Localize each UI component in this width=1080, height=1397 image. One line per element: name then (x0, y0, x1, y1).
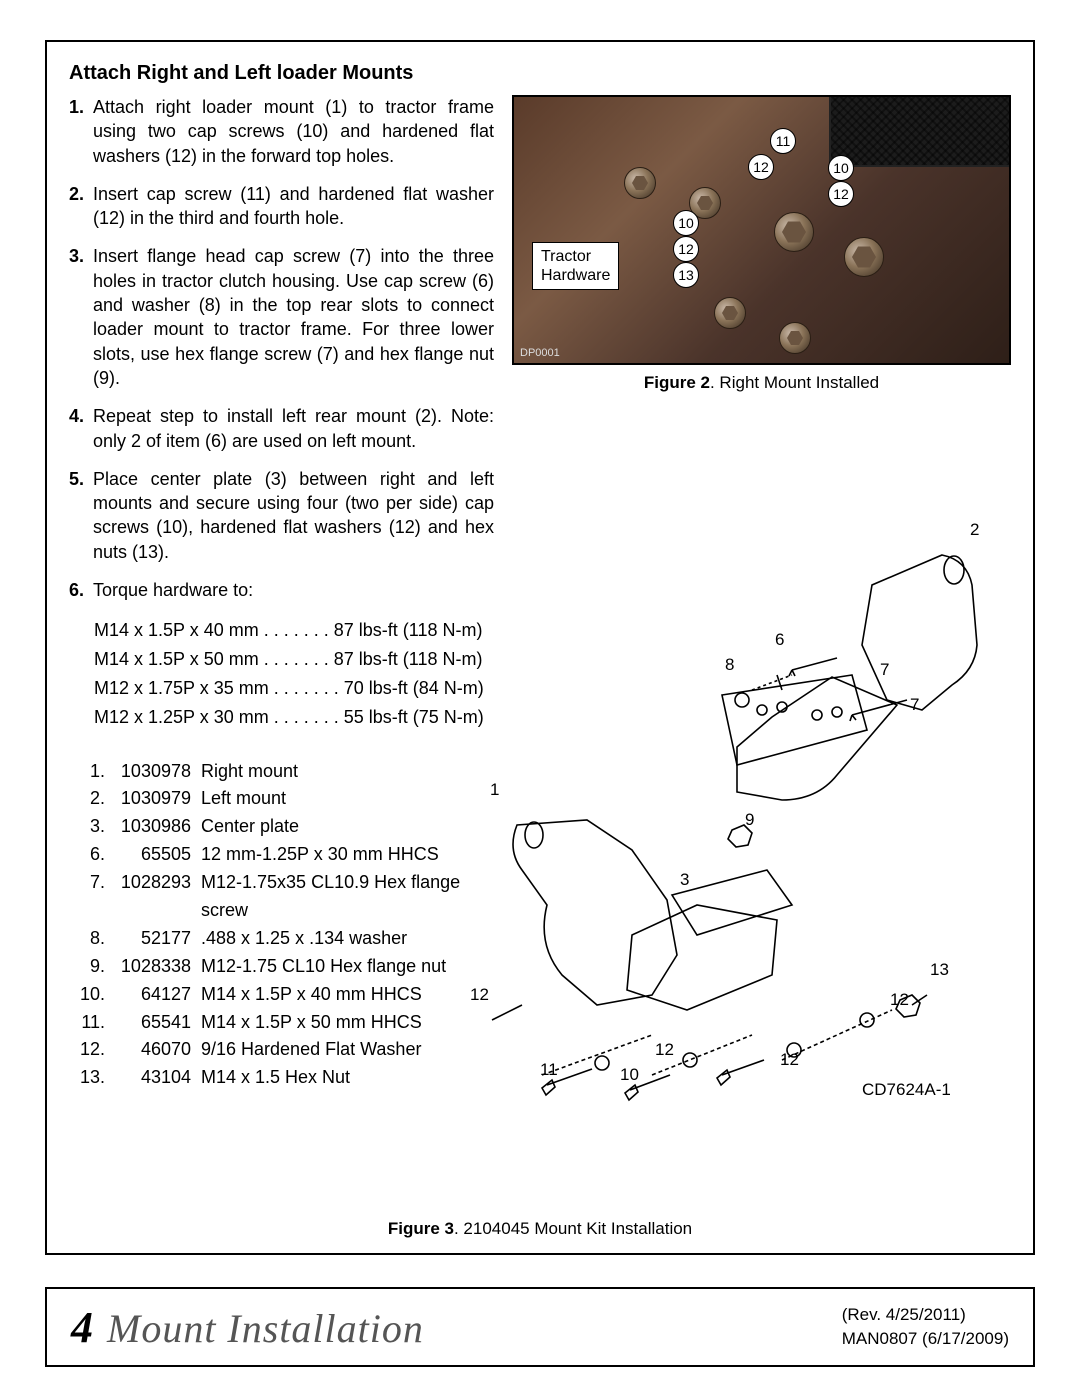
callout-10: 10 (828, 155, 854, 181)
diagram-label-2: 2 (970, 520, 979, 540)
diagram-label-9: 9 (745, 810, 754, 830)
step-number: 3. (69, 244, 93, 390)
figure3-caption: Figure 3. 2104045 Mount Kit Installation (47, 1219, 1033, 1239)
diagram-label-3: 3 (680, 870, 689, 890)
drawing-id: CD7624A-1 (862, 1080, 951, 1099)
step-number: 4. (69, 404, 93, 453)
tractor-hardware-label: Tractor Hardware (532, 242, 619, 290)
step-number: 5. (69, 467, 93, 564)
diagram-label-13: 13 (930, 960, 949, 980)
step-text: Repeat step to install left rear mount (… (93, 404, 494, 453)
callout-12: 12 (828, 181, 854, 207)
right-column: Tractor Hardware DP0001 Figure 2. Right … (512, 95, 1011, 1092)
step-number: 1. (69, 95, 93, 168)
callout-13: 13 (673, 262, 699, 288)
diagram-label-12: 12 (890, 990, 909, 1010)
section-title: Attach Right and Left loader Mounts (69, 62, 1011, 85)
step-text: Insert cap screw (11) and hardened flat … (93, 182, 494, 231)
diagram-label-1: 1 (490, 780, 499, 800)
callout-12: 12 (748, 154, 774, 180)
diagram-label-6: 6 (775, 630, 784, 650)
page-number: 4 (71, 1302, 93, 1353)
photo-tag: DP0001 (520, 347, 560, 359)
diagram-label-10: 10 (620, 1065, 639, 1085)
figure2-caption: Figure 2. Right Mount Installed (512, 373, 1011, 393)
callout-12: 12 (673, 236, 699, 262)
diagram-label-12: 12 (655, 1040, 674, 1060)
diagram-label-12: 12 (780, 1050, 799, 1070)
step-number: 2. (69, 182, 93, 231)
figure3-diagram: CD7624A-1 (422, 515, 1022, 1165)
figure2-photo: Tractor Hardware DP0001 (512, 95, 1011, 365)
callout-10: 10 (673, 210, 699, 236)
step-number: 6. (69, 578, 93, 602)
diagram-label-12: 12 (470, 985, 489, 1005)
footer-meta: (Rev. 4/25/2011) MAN0807 (6/17/2009) (842, 1303, 1009, 1351)
diagram-label-7: 7 (880, 660, 889, 680)
callout-11: 11 (770, 128, 796, 154)
diagram-label-7: 7 (910, 695, 919, 715)
two-column-layout: 1.Attach right loader mount (1) to tract… (69, 95, 1011, 1092)
page-footer: 4 Mount Installation (Rev. 4/25/2011) MA… (45, 1287, 1035, 1367)
step-text: Attach right loader mount (1) to tractor… (93, 95, 494, 168)
diagram-label-11: 11 (540, 1060, 558, 1080)
page-title: Mount Installation (107, 1305, 424, 1352)
diagram-label-8: 8 (725, 655, 734, 675)
step-text: Insert flange head cap screw (7) into th… (93, 244, 494, 390)
